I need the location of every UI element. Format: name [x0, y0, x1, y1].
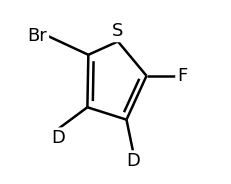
Text: D: D [126, 152, 140, 170]
Text: D: D [51, 129, 64, 147]
Text: F: F [176, 67, 186, 85]
Text: Br: Br [27, 27, 47, 45]
Text: S: S [112, 22, 123, 40]
